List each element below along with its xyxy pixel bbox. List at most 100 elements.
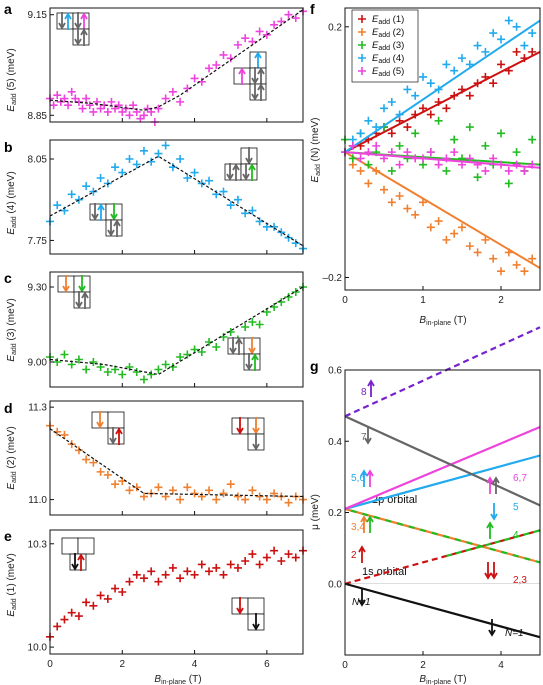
spin-box-cell [224,163,242,181]
data-point [205,64,214,73]
data-point [103,594,112,603]
legend-label: Eadd (4) [372,53,404,65]
x-tick-label-g: 2 [420,660,426,671]
legend-marker [358,28,366,36]
legend-label: Eadd (2) [372,27,404,39]
y-axis-label-e: Eadd (1) (meV) [6,553,18,616]
spin-arrow-icon [107,219,115,237]
x-axis-label-g: Bin-plane (T) [419,674,466,685]
chart-panel-b: 7.75 8.05 [28,139,307,255]
data-point [226,201,235,210]
data-point [520,41,529,50]
spin-box-a-right [233,51,267,101]
fit-line-d [49,428,304,498]
spin-arrow-icon [245,147,253,165]
data-point [450,148,459,157]
data-point [233,563,242,572]
data-point [465,154,474,163]
x-tick-label-f: 2 [498,295,504,306]
spin-arrow-icon [248,163,256,181]
y-tick-label-g: 0.0 [328,579,342,590]
level-line-g-8 [344,326,541,418]
data-point [497,129,505,138]
data-point [248,550,257,559]
data-point [426,110,435,119]
y-axis-label-d: Eadd (2) (meV) [6,426,18,489]
data-point [277,228,286,237]
data-point [270,546,279,555]
spin-box-cell [240,163,258,181]
y-axis-label-a: Eadd (5) (meV) [6,48,18,111]
data-point [372,123,381,132]
series-e [46,546,307,641]
data-point [504,179,513,188]
spin-box-cell [105,219,123,237]
plot-frame-b [49,139,304,255]
data-point [497,267,505,276]
chart-panel-c: 9.00 9.30 [28,271,307,388]
y-axis-label-c: Eadd (3) (meV) [6,298,18,361]
data-point [481,235,490,244]
data-point [291,239,300,248]
data-point [53,91,62,100]
data-point [125,155,134,163]
spin-arrow-icon [96,411,104,429]
annotation-level-23: 2,3 [513,575,527,586]
data-point [176,495,185,504]
spin-box-b-right [224,147,258,181]
y-tick-label-d: 11.3 [28,403,47,414]
legend-marker [358,54,366,62]
data-point [395,192,404,200]
panel-g-annotations: 2p orbital 1s orbital 8 7 5,6 6,7 5 3,4 … [351,387,527,639]
data-point [96,591,105,600]
spin-arrow-icon [80,12,88,30]
data-point [121,104,130,113]
data-point [219,570,228,579]
data-point [528,254,537,263]
series-f-2 [341,148,541,276]
data-point [489,254,498,263]
data-point [154,483,163,492]
data-point [262,30,271,39]
data-point [270,303,279,311]
spin-arrow-icon [58,12,66,30]
data-point [356,129,365,138]
data-point [67,608,76,617]
data-point [419,72,427,81]
spin-box-cell [89,203,107,221]
data-point [125,577,134,586]
data-point [403,123,412,132]
x-tick-label-f: 0 [342,295,348,306]
data-point [168,486,177,495]
data-point [458,223,466,232]
data-point [154,104,163,113]
data-point [82,455,91,464]
data-point [387,98,396,106]
data-point [512,148,521,157]
level-line-g-6 [344,425,541,510]
spin-box-e-left [61,537,95,571]
level-line-g-3-overlay [344,507,541,564]
data-point [442,104,451,113]
data-point [125,111,134,120]
data-point [107,97,116,106]
data-point [168,163,177,172]
panel-letter-g: g [310,358,319,374]
legend-item: Eadd (4) [358,53,404,65]
data-point [270,489,279,498]
plot-frame-d [49,400,304,516]
data-point [348,154,357,163]
data-point [67,190,76,199]
data-point [356,166,365,175]
legend-marker [358,41,366,49]
data-point [53,622,62,631]
panel-letter-a: a [4,1,12,17]
panel-letter-d: d [4,400,13,416]
plot-frame-a [49,7,304,123]
data-point [125,363,134,371]
y-tick-label-b: 8.05 [28,155,48,166]
spin-box-diagrams [56,12,267,631]
data-point [89,458,98,467]
data-point [411,210,420,219]
